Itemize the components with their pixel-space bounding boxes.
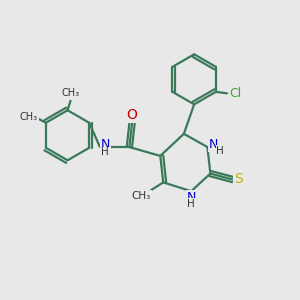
Text: N: N <box>100 138 110 151</box>
Text: H: H <box>217 146 224 156</box>
Text: CH₃: CH₃ <box>20 112 38 122</box>
Text: H: H <box>187 199 195 208</box>
Text: H: H <box>101 147 109 158</box>
Text: Cl: Cl <box>230 87 242 100</box>
Text: O: O <box>126 108 137 122</box>
Text: CH₃: CH₃ <box>61 88 80 98</box>
Text: N: N <box>187 190 196 204</box>
Text: N: N <box>209 138 219 151</box>
Text: S: S <box>235 172 243 186</box>
Text: CH₃: CH₃ <box>131 190 151 201</box>
